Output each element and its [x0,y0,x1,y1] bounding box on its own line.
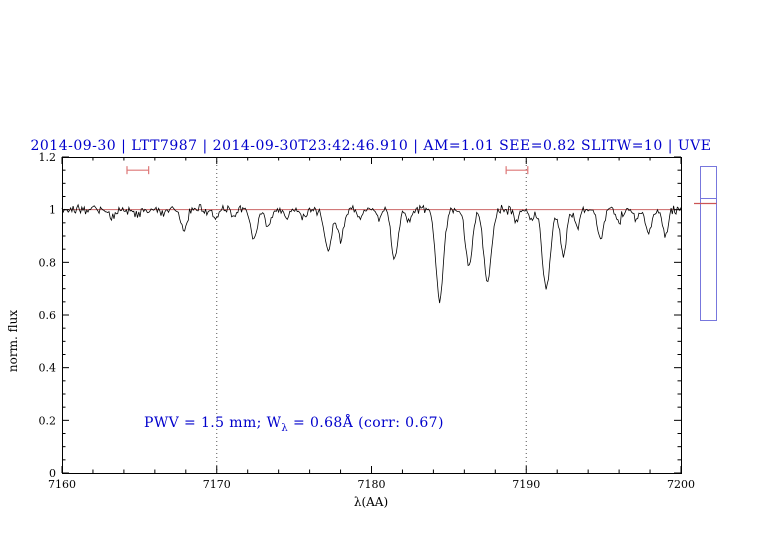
pwv-annotation-suffix: = 0.68Å (corr: 0.67) [288,415,444,431]
x-tick-label: 7200 [667,478,695,491]
y-tick-label: 1 [49,204,56,217]
chart-title: 2014-09-30 | LTT7987 | 2014-09-30T23:42:… [30,138,711,154]
x-tick-label: 7170 [203,478,231,491]
pwv-annotation: PWV = 1.5 mm; Wλ = 0.68Å (corr: 0.67) [144,415,444,434]
pwv-annotation-prefix: PWV = 1.5 mm; W [144,415,282,431]
y-tick-label: 0.6 [39,309,57,322]
y-tick-label: 0.8 [39,256,57,269]
x-axis-label: λ(AA) [354,495,388,509]
observed-spectrum-line [61,203,682,304]
pwv-annotation-sub: λ [281,422,289,434]
pwv-gauge [700,166,717,321]
y-tick-label: 0.2 [39,414,57,427]
x-tick-label: 7160 [48,478,76,491]
y-tick-label: 0 [49,467,56,480]
chart-layer: 7160 7170 7180 7190 7200 0 0.2 0.4 0.6 0.8 1 1.2 [39,151,717,491]
x-tick-label: 7180 [358,478,386,491]
y-tick-label: 0.4 [39,362,57,375]
x-tick-label: 7190 [512,478,540,491]
y-tick-label: 1.2 [39,151,57,164]
y-axis-label: norm. flux [6,310,20,372]
